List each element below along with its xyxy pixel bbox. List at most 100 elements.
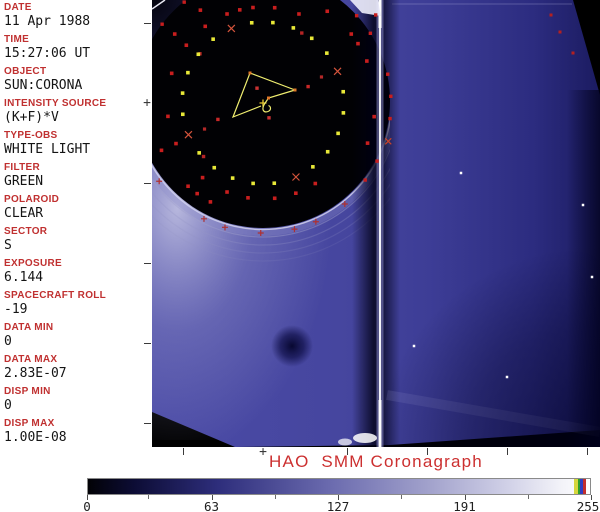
field-value: 0 [4,334,12,349]
colorbar [87,478,591,495]
fiducial-dot [200,175,205,180]
field-label: DATA MIN [4,322,54,333]
star-speck [581,203,585,207]
field-label: DATE [4,2,32,13]
coronagraph-image[interactable] [152,0,600,447]
fiducial-dot [203,24,208,29]
fiducial-dot [306,84,310,89]
metadata-field-data-min: DATA MIN 0 [4,322,148,349]
colorbar-tick [211,495,213,500]
metadata-field-sector: SECTOR S [4,226,148,253]
fiducial-x-mark [184,130,193,139]
fiducial-dot [159,148,164,153]
colorbar-marker-stripe [574,479,578,494]
fiducial-dot [271,20,275,25]
star-speck [412,344,416,348]
fiducial-dot [208,200,213,204]
field-value: 11 Apr 1988 [4,14,91,29]
fiducial-dot [363,178,367,182]
field-value: 0 [4,398,12,413]
fiducial-dot [325,149,330,154]
fiducial-dot [291,26,296,30]
star-speck [505,375,509,379]
fiducial-dot [251,5,255,10]
colorbar-tick [87,495,88,500]
fiducial-x-mark [384,137,392,145]
occulting-disk [152,0,390,228]
fiducial-dot [201,154,206,159]
fiducial-dot [365,141,370,145]
fiducial-dot [356,41,360,46]
field-label: TYPE-OBS [4,130,58,141]
fiducial-dot [373,13,378,17]
field-value: 2.83E-07 [4,366,67,381]
field-label: INTENSITY SOURCE [4,98,107,109]
fiducial-dot [336,131,340,136]
colorbar-gradient [88,479,590,494]
fiducial-dot [211,37,215,41]
fiducial-dot [325,51,329,55]
colorbar-tick [338,495,339,500]
metadata-field-disp-max: DISP MAX 1.00E-08 [4,418,148,445]
fiducial-dot [225,190,229,194]
field-label: POLAROID [4,194,60,205]
frame-tick [587,448,588,455]
metadata-panel: DATE 11 Apr 1988 TIME 15:27:06 UT OBJECT SUN:… [0,0,150,448]
field-label: FILTER [4,162,41,173]
field-value: 6.144 [4,270,44,285]
fiducial-dot [255,86,259,90]
fiducial-dot [354,14,359,18]
fiducial-plus-mark [312,218,319,225]
fiducial-plus-mark [257,229,264,236]
fiducial-dot [365,59,369,63]
bottom-flare [353,433,377,443]
metadata-field-disp-min: DISP MIN 0 [4,386,148,413]
fiducial-dot [198,8,203,12]
field-value: 15:27:06 UT [4,46,91,61]
fiducial-dot [309,36,314,41]
metadata-field-type-obs: TYPE-OBS WHITE LIGHT [4,130,148,157]
field-value: WHITE LIGHT [4,142,91,157]
frame-tick [427,448,428,455]
fiducial-dot [251,181,255,186]
metadata-field-spacecraft-roll: SPACECRAFT ROLL -19 [4,290,148,317]
frame-tick: + [143,95,151,111]
field-value: SUN:CORONA [4,78,83,93]
field-label: DATA MAX [4,354,58,365]
colorbar-tick-label: 63 [203,499,220,512]
metadata-field-intensity-source: INTENSITY SOURCE (K+F)*V [4,98,148,125]
fiducial-dot [386,72,390,76]
fiducial-dot [184,43,189,48]
star-speck [459,171,463,175]
frame-tick [144,23,151,24]
fiducial-dot [166,114,170,119]
field-label: DISP MIN [4,386,51,397]
metadata-field-data-max: DATA MAX 2.83E-07 [4,354,148,381]
field-value: CLEAR [4,206,44,221]
fiducial-plus-mark [221,224,228,231]
pylon-top-flare [350,0,381,16]
coronagraph-svg [152,0,600,447]
field-label: SECTOR [4,226,48,237]
fiducial-dot [272,5,277,10]
fiducial-dot [169,71,174,76]
fiducial-dot [202,127,207,131]
fiducial-dot [388,116,392,121]
colorbar-tick-label: 255 [576,499,600,512]
fiducial-dot [372,114,376,119]
fiducial-x-mark [227,24,236,33]
colorbar-tick [464,495,466,500]
image-title: HAO SMM Coronagraph [269,452,483,471]
dark-blob [271,325,313,367]
fiducial-dot [267,116,271,120]
frame-tick [144,263,151,264]
colorbar-marker-stripe [578,479,580,494]
fiducial-dot [186,184,190,189]
fiducial-dot [341,111,346,115]
fiducial-dot [237,8,242,12]
fiducial-dot [160,22,164,26]
fiducial-dot [180,112,185,117]
fiducial-dot [325,9,330,14]
field-label: EXPOSURE [4,258,62,269]
